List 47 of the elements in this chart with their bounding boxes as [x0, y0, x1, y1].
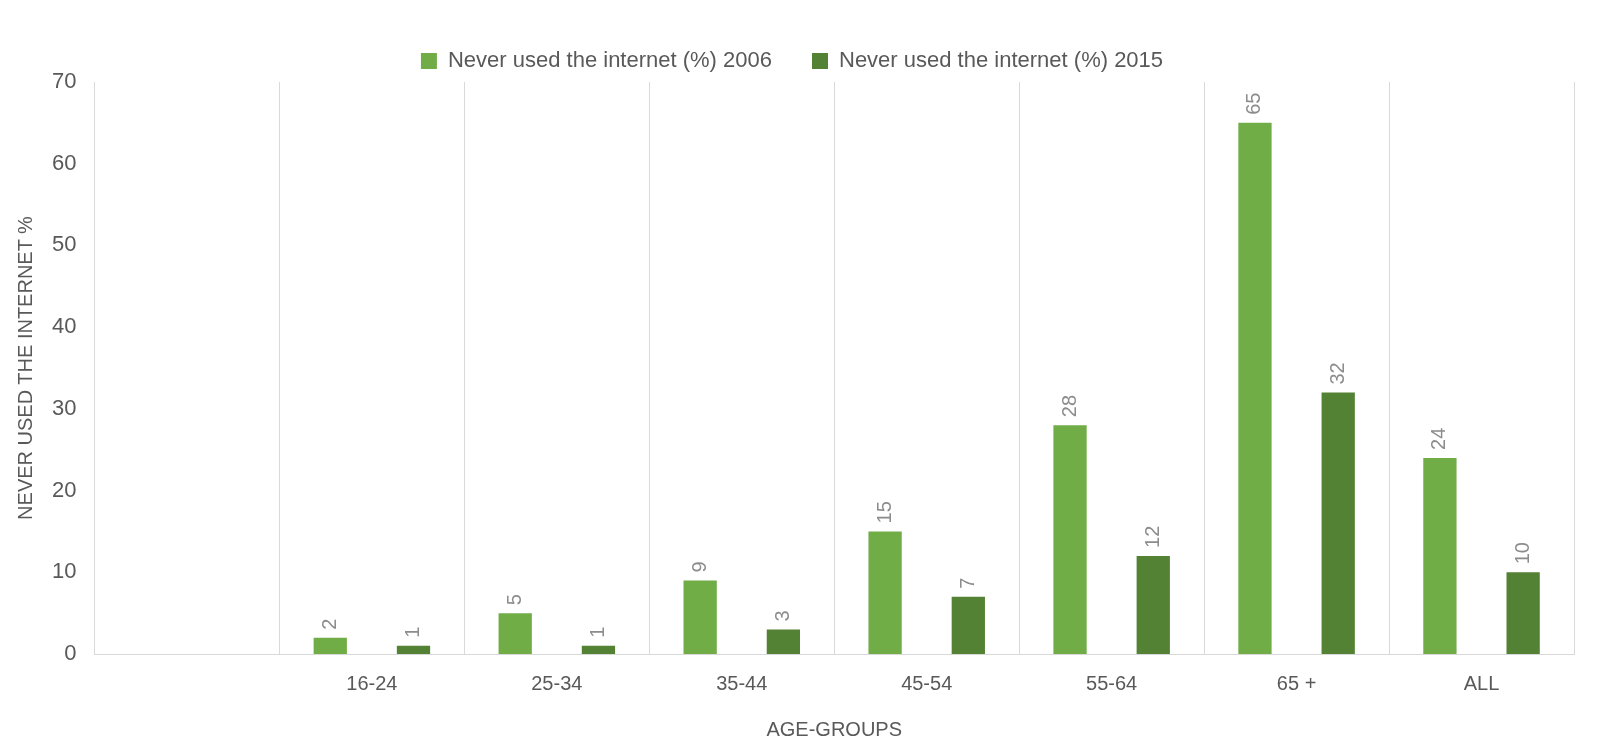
x-tick-label: 16-24 [346, 671, 398, 694]
data-label: 9 [687, 561, 710, 573]
x-axis-title: AGE-GROUPS [766, 717, 903, 740]
x-tick-label: 55-64 [1086, 671, 1138, 694]
bar [1506, 572, 1540, 654]
bar [951, 596, 985, 654]
y-tick-label: 30 [51, 394, 77, 420]
bar [868, 531, 902, 654]
data-label: 28 [1057, 394, 1080, 418]
bar [498, 613, 532, 654]
x-tick-label: 25-34 [531, 671, 583, 694]
data-label: 65 [1242, 92, 1265, 115]
data-label: 10 [1510, 542, 1533, 565]
y-tick-label: 50 [51, 231, 77, 257]
y-axis-title: NEVER USED THE INTERNET % [13, 215, 36, 520]
data-label: 3 [770, 610, 793, 622]
bar [1136, 555, 1170, 654]
legend-label: Never used the internet (%) 2015 [839, 47, 1164, 73]
bar [766, 629, 801, 654]
x-tick-label: 35-44 [716, 671, 768, 694]
bar [396, 645, 431, 654]
bar [581, 645, 616, 654]
data-label: 7 [955, 577, 978, 589]
y-tick-label: 0 [64, 640, 77, 666]
bar [1053, 425, 1087, 654]
data-label: 24 [1427, 427, 1450, 450]
bar [1423, 457, 1457, 654]
data-label: 15 [872, 501, 895, 524]
bar [1321, 392, 1355, 654]
y-tick-label: 70 [51, 68, 77, 94]
y-tick-label: 40 [51, 313, 77, 339]
y-tick-label: 10 [51, 558, 77, 584]
bar [1238, 122, 1272, 654]
data-label: 2 [317, 618, 340, 630]
data-label: 1 [401, 626, 424, 638]
x-tick-label: 45-54 [901, 671, 953, 694]
data-label: 12 [1140, 525, 1163, 548]
legend-label: Never used the internet (%) 2006 [447, 47, 773, 73]
y-tick-label: 60 [51, 149, 77, 175]
x-tick-label: ALL [1463, 671, 1500, 694]
data-label: 5 [502, 594, 525, 606]
bar [313, 637, 347, 654]
data-label: 32 [1325, 362, 1348, 385]
x-tick-label: 65 + [1276, 671, 1317, 694]
data-label: 1 [585, 626, 608, 638]
bar [683, 580, 717, 654]
y-tick-label: 20 [51, 476, 77, 502]
